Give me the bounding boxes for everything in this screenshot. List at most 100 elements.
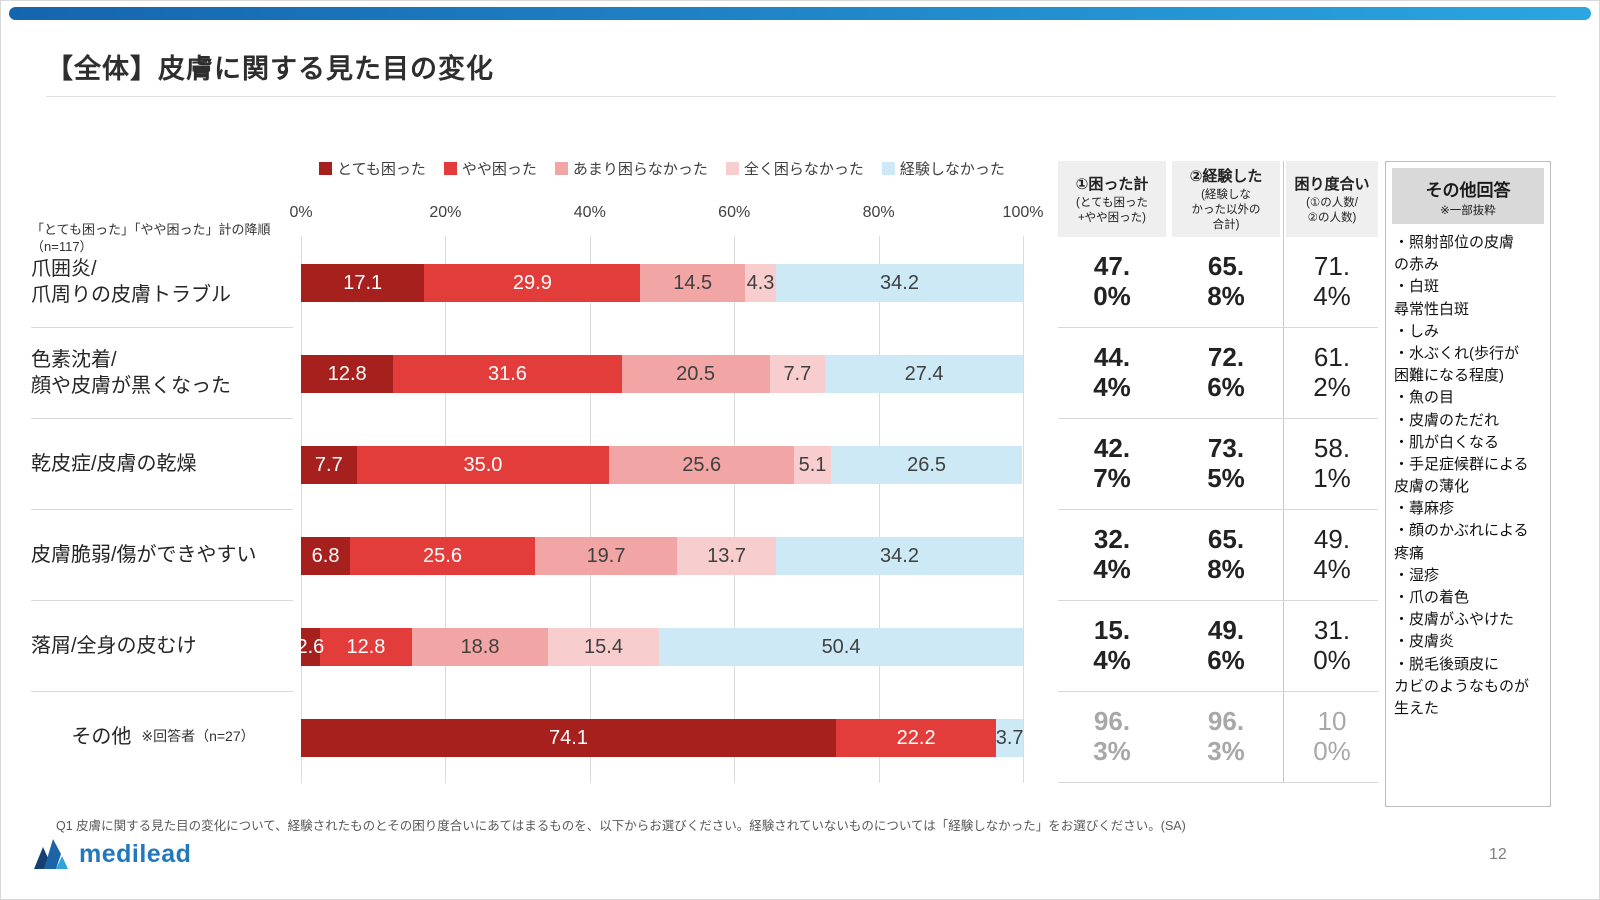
table-header-sub: (経験しな かった以外の 合計) [1191,189,1261,231]
bar-segment: 13.7 [677,537,777,575]
bar-value-label: 7.7 [314,453,343,476]
bar-value-label: 2.6 [296,635,325,658]
gridline [734,236,736,783]
bar-segment: 12.8 [319,628,413,666]
table-value: 49.4% [1313,523,1351,584]
bar-value-label: 27.4 [904,362,944,385]
title-divider [46,96,1556,97]
legend-item: 経験しなかった [881,158,1005,179]
stacked-bar: 6.8 25.6 19.7 13.7 34.2 [301,537,1023,575]
bar-segment: 34.2 [776,264,1023,302]
bar-value-label: 5.1 [798,453,827,476]
bar-segment: 7.7 [301,446,357,484]
bar-segment: 50.4 [659,628,1023,666]
stacked-bar: 2.6 12.8 18.8 15.4 50.4 [296,628,1023,666]
table-cell: 42.7% [1058,418,1166,509]
gridline [1023,236,1024,783]
table-value: 32.4% [1093,523,1131,584]
bar-value-label: 25.6 [682,453,722,476]
table-header-title: ①困った計 [1075,175,1149,193]
bar-value-label: 22.2 [896,726,936,749]
category-text: その他 [71,725,132,748]
other-answer-item: ・手足症候群による 皮膚の薄化 [1394,455,1529,496]
x-axis: 0% 20% 40% 60% 80% 100% [289,204,1043,224]
table-row-separator [1058,418,1378,419]
bar-value-label: 13.7 [707,544,747,567]
table-cell: 96.3% [1058,691,1166,782]
legend-item: とても困った [319,158,426,179]
chart-plot: 17.1 29.9 14.5 4.3 34.2 12.8 31.6 20.5 7.7 27.4 7.… [296,236,1024,783]
table-header-title: 困り度合い [1294,175,1370,193]
bar-value-label: 18.8 [460,635,500,658]
legend-item: やや困った [443,158,537,179]
table-header-title: ②経験した [1189,168,1263,186]
table-value: 44.4% [1093,341,1131,402]
other-answer-item: ・皮膚のただれ [1394,411,1500,429]
bar-segment: 31.6 [393,355,622,393]
legend-label: 全く困らなかった [743,161,864,178]
bar-segment: 5.1 [794,446,831,484]
table-cell: 44.4% [1058,327,1166,418]
legend-swatch [725,162,739,175]
table-header-experienced: ②経験した (経験しな かった以外の 合計) [1172,161,1280,237]
table-value: 65.8% [1207,250,1245,311]
table-header-sub: (①の人数/ ②の人数) [1306,196,1358,224]
other-answer-item: ・蕁麻疹 [1394,500,1455,518]
table-header-degree: 困り度合い (①の人数/ ②の人数) [1286,161,1378,237]
bar-value-label: 29.9 [512,271,552,294]
gridline [301,236,302,783]
bar-segment: 29.9 [424,264,641,302]
bar-segment: 6.8 [301,537,351,575]
bar-value-label: 35.0 [463,453,503,476]
category-note: ※回答者（n=27） [141,728,255,745]
bar-value-label: 34.2 [880,544,919,567]
category-row-separator [31,509,293,510]
bar-segment: 2.6 [296,628,324,666]
table-value: 42.7% [1093,432,1131,493]
gridline [878,236,880,783]
other-answers-title: その他回答 [1425,181,1511,200]
other-answer-item: ・顔のかぶれによる 疼痛 [1394,522,1529,562]
category-text: 爪囲炎/ 爪周りの皮膚トラブル [31,257,231,306]
bar-segment: 7.7 [769,355,826,393]
category-text: 乾皮症/皮膚の乾燥 [31,452,197,475]
table-value: 100% [1313,705,1351,766]
sort-note-line1: 「とても困った」「やや困った」計の降順 [31,222,271,237]
table-value: 31.0% [1313,614,1351,675]
stacked-bar: 74.1 22.2 3.7 [301,719,1024,757]
category-label: 落屑/全身の皮むけ [31,600,295,691]
category-text: 色素沈着/ 顔や皮膚が黒くなった [31,348,231,397]
bar-segment: 14.5 [640,264,746,302]
sort-note: 「とても困った」「やや困った」計の降順 （n=117） [31,222,295,256]
question-footnote: Q1 皮膚に関する見た目の変化について、経験されたものとその困り度合いにあてはま… [56,819,1186,833]
other-answer-item: ・白斑 尋常性白斑 [1394,278,1470,318]
category-label: 乾皮症/皮膚の乾燥 [31,418,295,509]
other-answer-item: ・爪の着色 [1394,589,1470,606]
table-value: 15.4% [1093,614,1131,675]
other-answer-item: ・魚の目 [1394,389,1455,407]
legend-label: とても困った [337,161,426,178]
bar-segment: 19.7 [534,537,678,575]
bar-value-label: 19.7 [586,544,626,567]
other-answers-subtitle: ※一部抜粋 [1440,205,1496,217]
legend-swatch [881,162,895,175]
table-cell: 49.6% [1172,600,1280,691]
bar-segment: 22.2 [836,719,997,757]
top-accent-bar [9,7,1591,20]
legend-label: やや困った [461,161,537,178]
bar-value-label: 34.2 [880,271,919,294]
gridline [445,236,447,783]
category-labels: 爪囲炎/ 爪周りの皮膚トラブル 色素沈着/ 顔や皮膚が黒くなった乾皮症/皮膚の乾燥… [31,236,295,783]
legend-label: 経験しなかった [899,161,1005,178]
sort-note-line2: （n=117） [31,238,93,254]
bar-segment: 20.5 [621,355,770,393]
other-answer-item: ・照射部位の皮膚 の赤み [1394,234,1515,274]
bar-segment: 17.1 [301,264,425,302]
table-column-separator [1283,161,1284,782]
medilead-logo: medilead [34,839,191,869]
legend-swatch [319,162,333,175]
axis-tick: 100% [1002,204,1044,221]
other-answer-item: ・水ぶくれ(歩行が 困難になる程度) [1394,344,1519,385]
other-answer-item: ・しみ [1394,322,1440,340]
